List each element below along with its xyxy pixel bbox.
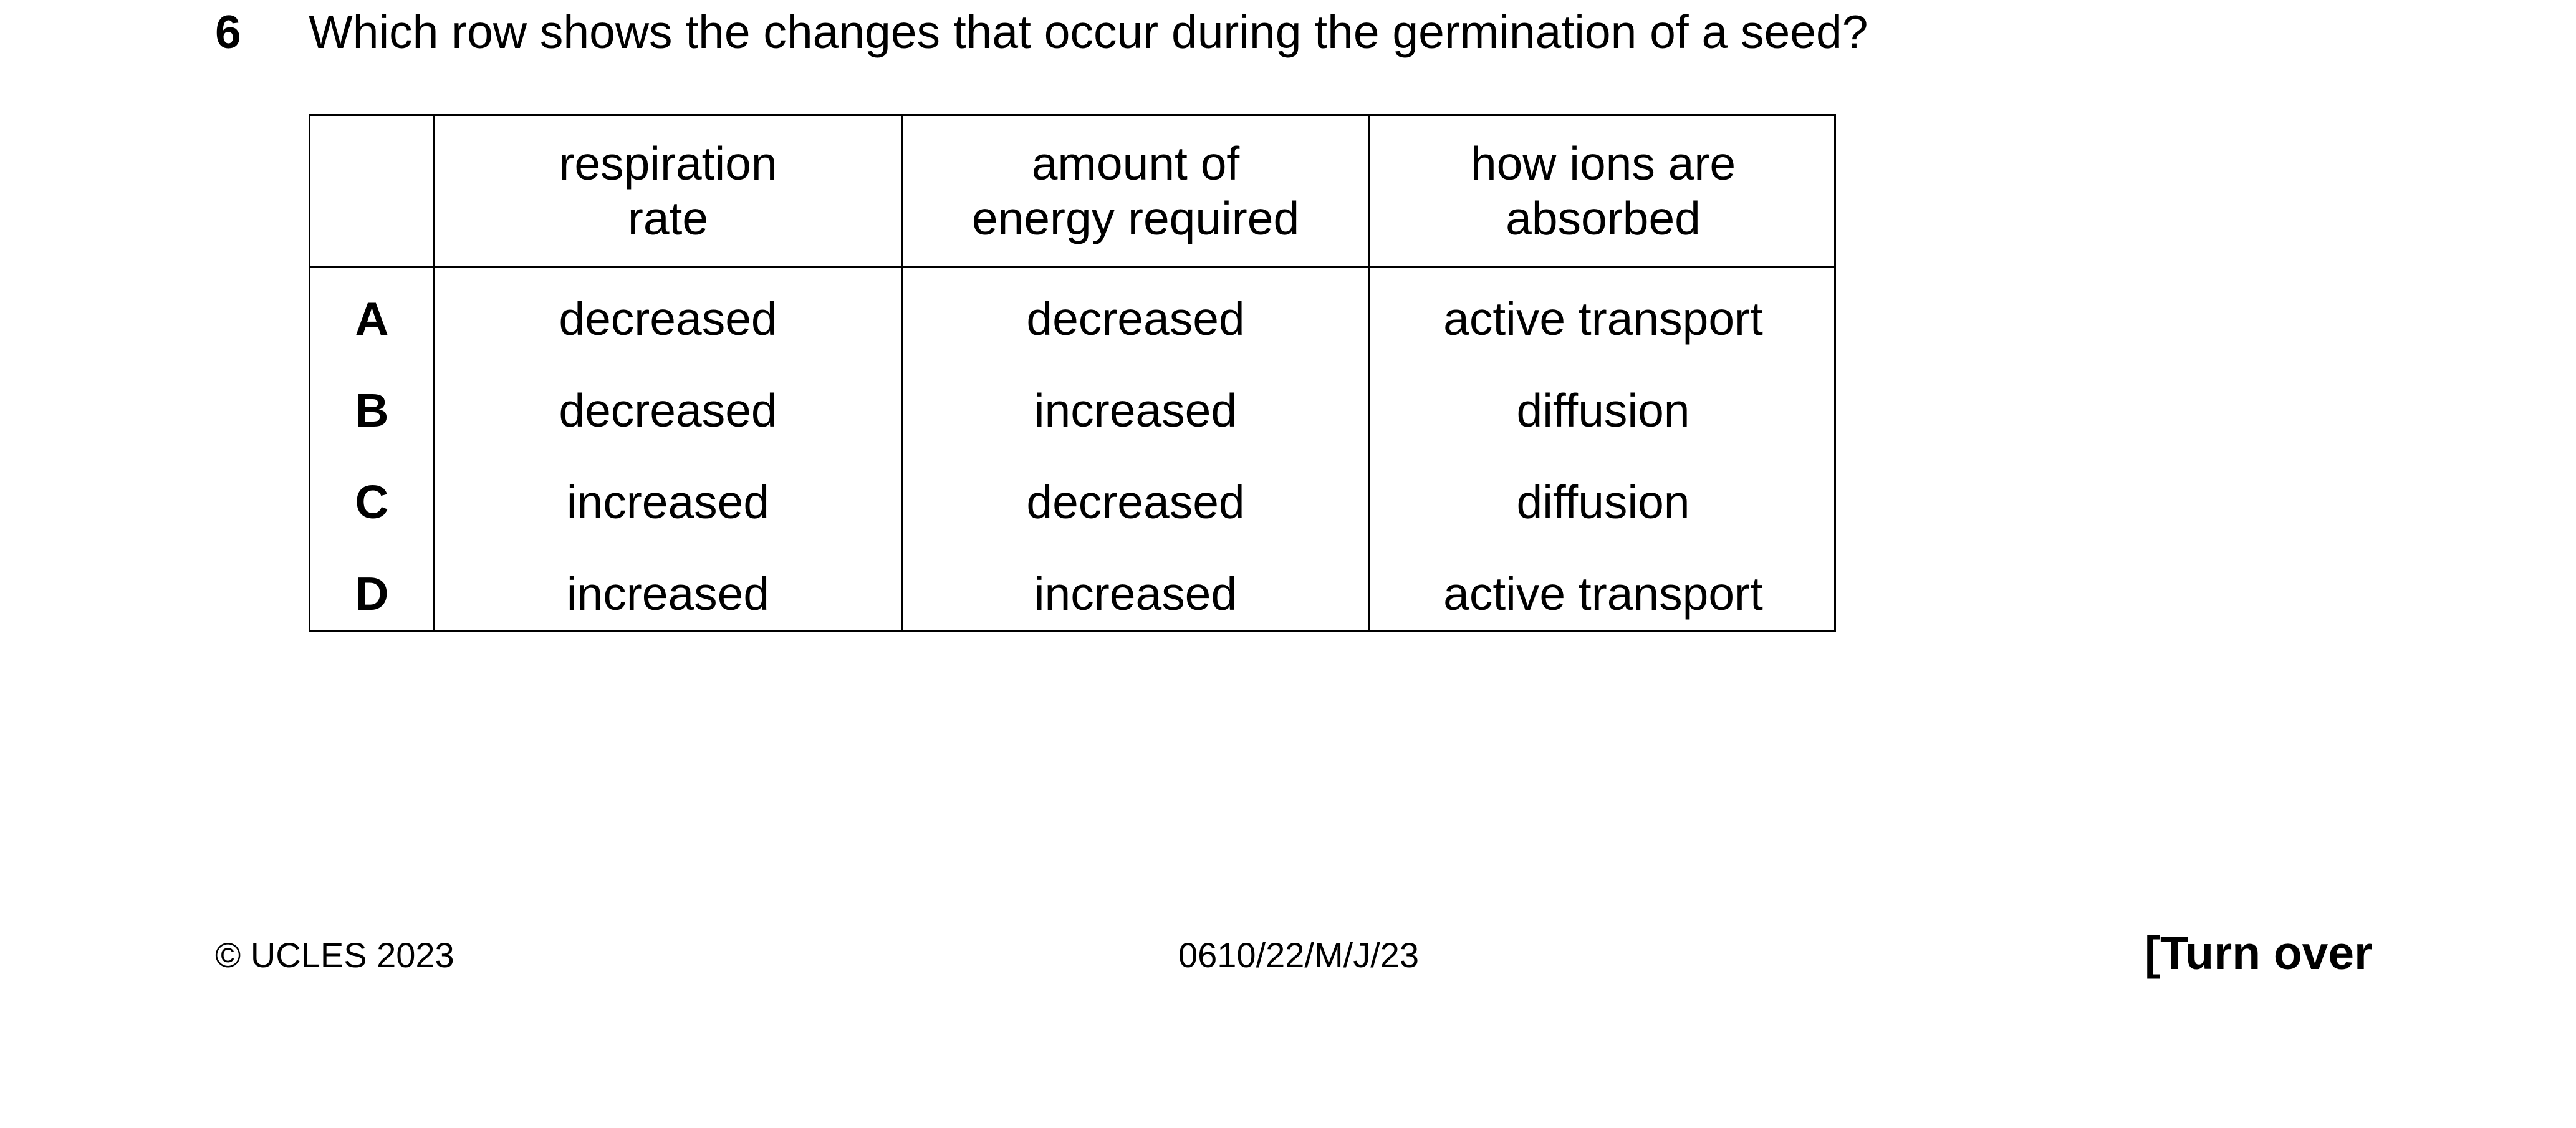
footer-paper-code: 0610/22/M/J/23 — [1178, 935, 1420, 975]
header-respiration-rate: respiration rate — [435, 116, 901, 266]
row-label: D — [355, 567, 389, 620]
table-cell: diffusion — [1516, 476, 1690, 528]
row-label: B — [355, 384, 389, 436]
header-line: respiration — [559, 137, 777, 190]
footer-turn-over: [Turn over — [2145, 927, 2373, 979]
question-number: 6 — [215, 6, 241, 58]
table-column-divider — [1368, 116, 1370, 630]
header-ion-absorption: how ions are absorbed — [1370, 116, 1836, 266]
footer-copyright: © UCLES 2023 — [215, 935, 454, 975]
table-cell: diffusion — [1516, 384, 1690, 436]
table-cell: increased — [1034, 384, 1238, 436]
table-cell: active transport — [1443, 292, 1763, 345]
header-line: how ions are — [1470, 137, 1736, 190]
header-line: absorbed — [1506, 192, 1701, 244]
table-column-divider — [433, 116, 435, 630]
header-energy-required: amount of energy required — [903, 116, 1368, 266]
answer-table: respiration rate amount of energy requir… — [309, 114, 1836, 632]
question-text: Which row shows the changes that occur d… — [309, 6, 1868, 58]
table-column-divider — [901, 116, 903, 630]
table-cell: decreased — [559, 292, 777, 345]
table-header-divider — [310, 266, 1834, 268]
header-line: energy required — [971, 192, 1300, 244]
table-cell: decreased — [1026, 476, 1245, 528]
table-cell: increased — [566, 567, 770, 620]
header-line: amount of — [1031, 137, 1240, 190]
table-cell: active transport — [1443, 567, 1763, 620]
table-cell: increased — [566, 476, 770, 528]
table-cell: decreased — [559, 384, 777, 436]
row-label: C — [355, 476, 389, 528]
row-label: A — [355, 292, 389, 345]
table-cell: decreased — [1026, 292, 1245, 345]
table-cell: increased — [1034, 567, 1238, 620]
header-line: rate — [627, 192, 709, 244]
